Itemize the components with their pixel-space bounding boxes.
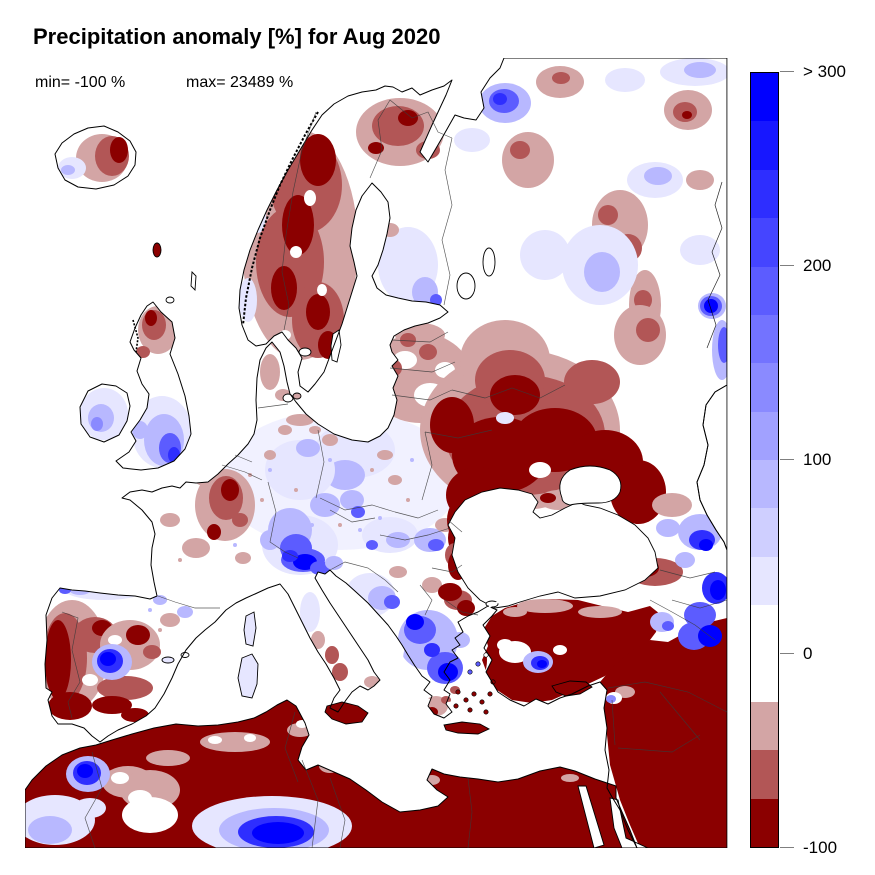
colorbar-tick-mark: [780, 459, 794, 461]
colorbar-segment: [751, 218, 778, 267]
colorbar-tick-label: 0: [803, 644, 813, 663]
black-sea: [447, 487, 659, 609]
page-title: Precipitation anomaly [%] for Aug 2020: [33, 24, 441, 49]
max-value-label: max= 23489 %: [186, 74, 294, 91]
speckles-red: [158, 468, 410, 632]
coastlines: [24, 57, 728, 849]
sea-of-azov: [559, 465, 622, 506]
colorbar-segment: [751, 750, 778, 799]
colorbar-segment: [751, 460, 778, 509]
colorbar-segment: [751, 653, 778, 702]
colorbar-tick-mark: [780, 71, 794, 73]
aegean-islands: [453, 679, 496, 715]
colorbar-segment: [751, 701, 778, 751]
min-value-label: min= -100 %: [35, 74, 126, 91]
colorbar-tick-label: -100: [803, 838, 838, 857]
colorbar-segment: [751, 314, 778, 364]
stats-line: min= -100 % max= 23489 %: [35, 74, 293, 92]
lake-vanern: [298, 347, 312, 357]
colorbar-segment: [751, 411, 778, 460]
colorbar-segment: [751, 169, 778, 219]
anomaly-data-layer: [25, 58, 727, 848]
straits: [478, 599, 503, 618]
colorbar-segment: [751, 73, 778, 122]
gulf-of-suez: [577, 785, 605, 849]
speckles-blue: [148, 458, 414, 612]
colorbar-segment: [751, 508, 778, 557]
colorbar-segment: [751, 798, 778, 847]
lake-ladoga: [456, 272, 476, 300]
colorbar-segment: [751, 605, 778, 654]
colorbar-tick-label: 100: [803, 450, 832, 469]
colorbar-segment: [751, 556, 778, 606]
colorbar-segment: [751, 121, 778, 170]
colorbar-tick-label: > 300: [803, 62, 847, 81]
country-borders: [61, 99, 728, 849]
map-svg: [24, 57, 728, 849]
colorbar-ticks: > 300 200 100 0 -100: [779, 62, 875, 857]
colorbar-tick-mark: [780, 847, 794, 849]
colorbar-tick-mark: [780, 265, 794, 267]
colorbar-segment: [751, 266, 778, 315]
colorbar-segment: [751, 363, 778, 412]
marmara-sea: [485, 600, 499, 608]
europe-anomaly-map: [24, 57, 728, 849]
colorbar-tick-label: 200: [803, 256, 832, 275]
colorbar: [750, 72, 779, 848]
islands: [152, 242, 593, 735]
colorbar-tick-mark: [780, 653, 794, 655]
norway-fjords: [242, 111, 319, 326]
lake-onega: [482, 247, 496, 277]
scotland-fjords: [132, 319, 139, 353]
